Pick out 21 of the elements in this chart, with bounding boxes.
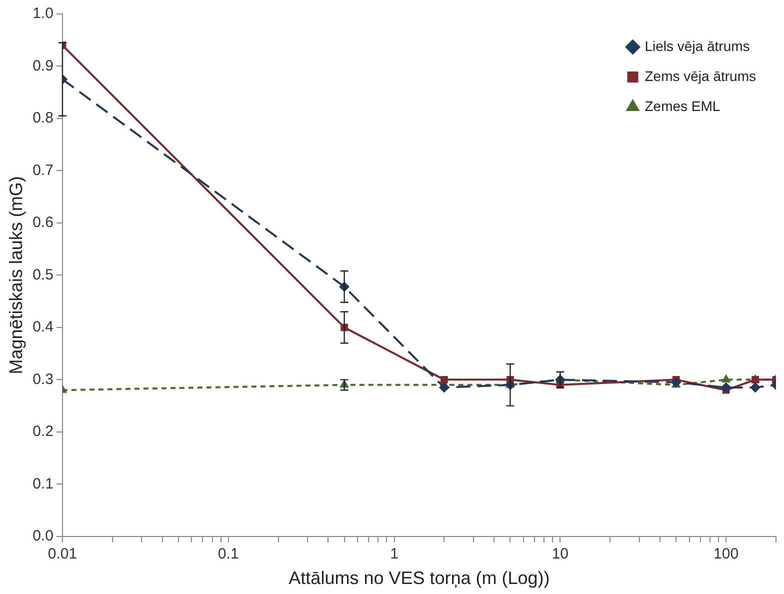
x-axis-title: Attālums no VES torņa (m (Log))	[288, 568, 550, 588]
legend-label: Zems vēja ātrums	[644, 68, 756, 84]
y-tick-label: 0.2	[32, 423, 54, 440]
x-tick-label: 100	[714, 546, 739, 563]
y-tick-label: 0.5	[32, 266, 54, 284]
y-tick-label: 0.6	[32, 214, 54, 232]
y-tick-label: 0.9	[32, 57, 54, 74]
legend-label: Zemes EML	[644, 98, 720, 114]
x-tick-label: 10	[552, 546, 568, 563]
y-tick-label: 1.0	[32, 5, 54, 22]
y-tick-label: 0.1	[32, 475, 54, 492]
legend-label: Liels vēja ātrums	[644, 38, 750, 54]
y-tick-label: 0.8	[32, 110, 54, 127]
x-tick-label: 0.1	[218, 546, 239, 563]
y-tick-label: 0.0	[32, 528, 54, 545]
y-axis-title: Magnētiskais lauks (mG)	[6, 176, 26, 374]
x-tick-label: 1	[390, 546, 398, 563]
y-tick-label: 0.4	[32, 318, 54, 336]
y-tick-label: 0.7	[32, 162, 54, 179]
x-tick-label: 0.01	[48, 546, 78, 563]
y-tick-label: 0.3	[32, 370, 54, 388]
